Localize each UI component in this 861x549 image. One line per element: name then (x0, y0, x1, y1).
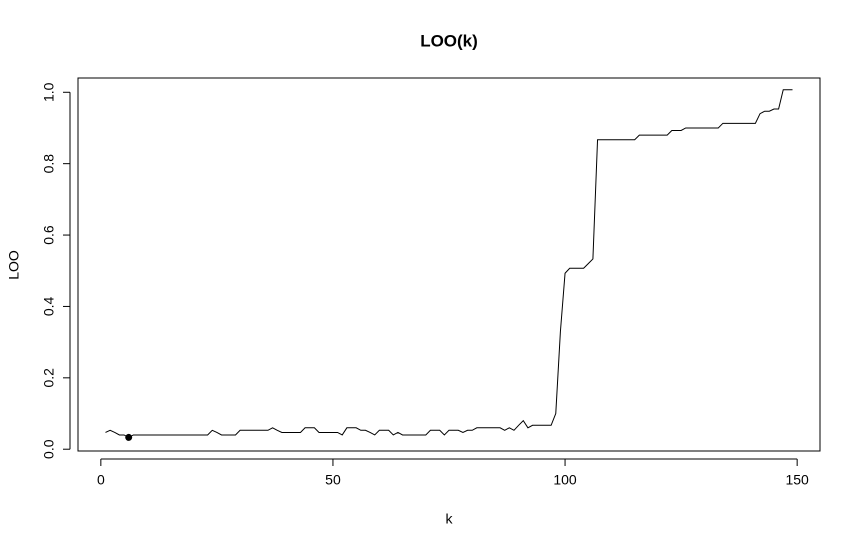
x-tick-label: 100 (553, 472, 577, 488)
y-tick-label: 0.0 (41, 439, 57, 459)
x-tick-label: 0 (97, 472, 105, 488)
plot-box (77, 77, 821, 452)
x-tick-label: 50 (325, 472, 341, 488)
y-tick-label: 0.6 (41, 225, 57, 245)
x-axis-label: k (446, 511, 454, 527)
y-tick-label: 1.0 (41, 82, 57, 102)
chart-title: LOO(k) (420, 31, 478, 50)
y-tick-label: 0.4 (41, 296, 57, 316)
y-tick-label: 0.2 (41, 368, 57, 388)
x-tick-label: 150 (785, 472, 809, 488)
y-tick-label: 0.8 (41, 154, 57, 174)
y-axis-label: LOO (6, 250, 22, 280)
min-point (125, 433, 133, 441)
line-series (105, 89, 793, 439)
